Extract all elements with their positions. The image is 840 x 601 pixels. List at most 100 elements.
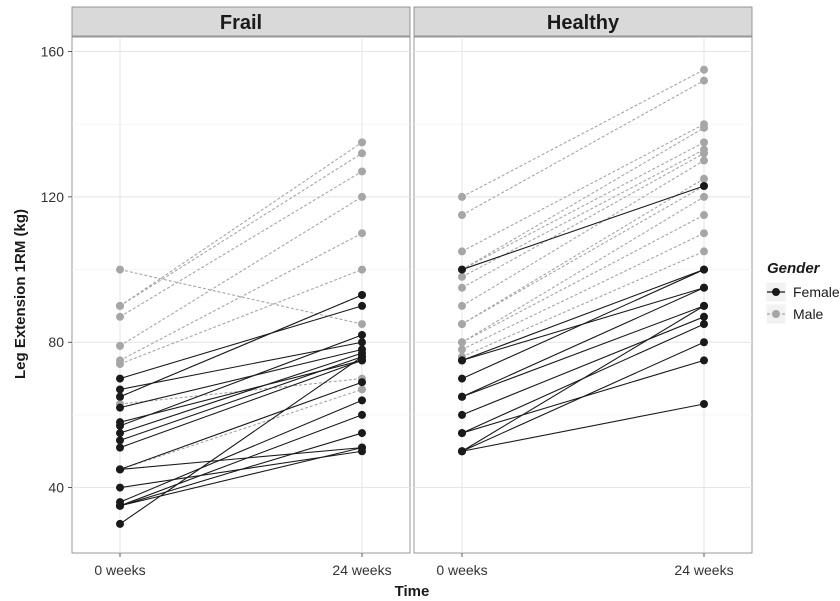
subject-line: [119, 381, 363, 470]
point-24-weeks: [358, 291, 366, 299]
legend-title: Gender: [767, 260, 821, 277]
subject-line: [461, 127, 705, 271]
point-24-weeks: [358, 320, 366, 329]
subject-frail-2-male: [116, 149, 366, 310]
point-0-weeks: [116, 519, 124, 528]
subject-line: [119, 152, 363, 307]
subject-line: [461, 305, 705, 452]
subject-line: [119, 196, 363, 347]
subject-line: [119, 305, 363, 380]
point-0-weeks: [458, 192, 466, 201]
subject-line: [461, 160, 705, 307]
point-0-weeks: [116, 429, 124, 438]
subject-line: [119, 232, 363, 361]
point-24-weeks: [358, 229, 366, 238]
point-0-weeks: [458, 211, 466, 220]
point-0-weeks: [116, 301, 124, 310]
point-0-weeks: [458, 272, 466, 281]
legend-label-male: Male: [793, 306, 824, 322]
point-24-weeks: [700, 312, 708, 321]
point-24-weeks: [700, 400, 708, 409]
subject-healthy-7-male: [458, 156, 708, 310]
point-24-weeks: [700, 76, 708, 85]
subject-healthy-14-female: [458, 181, 708, 274]
subject-line: [119, 141, 363, 307]
subject-frail-12-female: [116, 291, 366, 401]
subject-line: [119, 269, 363, 365]
point-0-weeks: [116, 443, 124, 452]
subject-frail-26-female: [116, 352, 366, 528]
point-24-weeks: [700, 149, 708, 158]
point-0-weeks: [458, 301, 466, 310]
subject-line: [461, 341, 705, 452]
subject-line: [461, 403, 705, 452]
subject-line: [461, 196, 705, 343]
point-24-weeks: [358, 167, 366, 176]
point-24-weeks: [700, 338, 708, 347]
point-0-weeks: [458, 320, 466, 329]
point-24-weeks: [358, 385, 366, 394]
subject-frail-10-female: [116, 301, 366, 383]
point-24-weeks: [700, 211, 708, 220]
point-24-weeks: [700, 283, 708, 292]
panel-background-healthy: [413, 36, 753, 554]
x-tick-label: 24 weeks: [332, 562, 391, 578]
point-0-weeks: [458, 410, 466, 419]
subject-line: [461, 305, 705, 398]
point-0-weeks: [458, 392, 466, 401]
point-0-weeks: [116, 421, 124, 430]
point-24-weeks: [700, 174, 708, 183]
point-24-weeks: [700, 265, 708, 274]
point-0-weeks: [116, 465, 124, 474]
subject-line: [119, 388, 363, 470]
strip-label-healthy: Healthy: [547, 12, 620, 34]
subject-line: [461, 152, 705, 289]
point-24-weeks: [700, 356, 708, 365]
x-axis-title: Time: [395, 583, 430, 600]
legend-label-female: Female: [793, 284, 840, 300]
panel-healthy: Healthy 0 weeks 24 weeks: [413, 6, 753, 578]
point-24-weeks: [358, 265, 366, 274]
point-24-weeks: [358, 429, 366, 438]
subject-frail-4-male: [116, 192, 366, 350]
strip-frail: [71, 6, 411, 37]
subject-line: [119, 414, 363, 507]
subject-line: [461, 287, 705, 398]
point-0-weeks: [116, 392, 124, 401]
subject-healthy-0-male: [458, 65, 708, 201]
legend-key-male: [765, 303, 787, 325]
point-0-weeks: [458, 356, 466, 365]
point-0-weeks: [458, 283, 466, 292]
subject-line: [461, 178, 705, 325]
subject-healthy-17-female: [458, 265, 708, 383]
subject-line: [461, 214, 705, 343]
y-tick-label: 120: [41, 189, 65, 205]
point-24-weeks: [358, 192, 366, 201]
subject-healthy-25-female: [458, 400, 708, 456]
point-0-weeks: [116, 341, 124, 350]
strip-healthy: [413, 6, 753, 37]
strip-label-frail: Frail: [220, 12, 262, 34]
point-0-weeks: [458, 374, 466, 383]
x-tick-label: 24 weeks: [674, 562, 733, 578]
point-24-weeks: [700, 181, 708, 190]
subject-healthy-11-male: [458, 211, 708, 347]
point-0-weeks: [458, 338, 466, 347]
point-24-weeks: [700, 301, 708, 310]
y-axis-title: Leg Extension 1RM (kg): [12, 209, 29, 379]
legend-key-female: [765, 281, 787, 303]
subject-frail-0-male: [116, 265, 366, 329]
subject-healthy-20-female: [458, 312, 708, 419]
point-24-weeks: [358, 330, 366, 339]
point-24-weeks: [358, 352, 366, 361]
subject-line: [461, 123, 705, 252]
panels: Frail 0 weeks 24 weeks Healthy 0 weeks 24 wee…: [41, 6, 753, 578]
subject-line: [119, 269, 363, 325]
subject-line: [461, 185, 705, 271]
point-0-weeks: [116, 374, 124, 383]
point-24-weeks: [700, 192, 708, 201]
y-axis: 40 80 120 160: [41, 44, 72, 496]
x-tick-label: 0 weeks: [436, 562, 487, 578]
point-0-weeks: [458, 265, 466, 274]
